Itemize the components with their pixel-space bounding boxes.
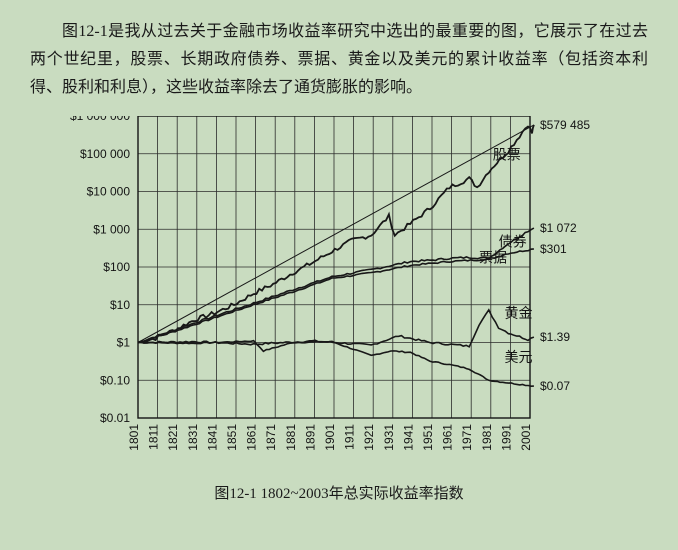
svg-text:$0.01: $0.01 <box>100 411 130 425</box>
svg-text:1871: 1871 <box>264 424 278 451</box>
svg-text:$100: $100 <box>103 260 130 274</box>
series-bills <box>138 249 534 343</box>
label-gold: 黄金 <box>505 305 533 322</box>
svg-text:1851: 1851 <box>225 424 239 451</box>
chart-svg: $0.01 $0.10 $1 $10 $100 $1 000 $10 000 $100 000… <box>30 116 648 476</box>
svg-text:1901: 1901 <box>323 424 337 451</box>
svg-text:$1: $1 <box>117 336 131 350</box>
svg-text:1911: 1911 <box>343 424 357 450</box>
svg-text:1961: 1961 <box>441 424 455 451</box>
svg-text:1941: 1941 <box>401 424 415 451</box>
svg-text:1811: 1811 <box>147 424 161 450</box>
intro-text: 图12-1是我从过去关于金融市场收益率研究中选出的最重要的图，它展示了在过去两个… <box>30 18 648 102</box>
svg-text:$10 000: $10 000 <box>87 185 131 199</box>
svg-text:1981: 1981 <box>480 424 494 451</box>
endval-stocks: $579 485 <box>540 118 590 132</box>
series-gold <box>138 310 534 347</box>
svg-text:1891: 1891 <box>303 424 317 451</box>
trend-stocks <box>138 125 534 343</box>
returns-chart: $0.01 $0.10 $1 $10 $100 $1 000 $10 000 $100 000… <box>30 116 648 476</box>
svg-text:$10: $10 <box>110 298 130 312</box>
label-bonds: 债券 <box>499 234 527 250</box>
svg-text:$1 000: $1 000 <box>93 222 130 236</box>
label-stocks: 股票 <box>493 149 521 164</box>
label-bills: 票据 <box>479 251 507 267</box>
svg-text:1861: 1861 <box>245 424 259 451</box>
svg-text:$100 000: $100 000 <box>80 147 130 161</box>
figure-caption: 图12-1 1802~2003年总实际收益率指数 <box>30 482 648 503</box>
series-dollar <box>138 341 534 387</box>
svg-text:1931: 1931 <box>382 424 396 451</box>
svg-text:1921: 1921 <box>362 424 376 451</box>
svg-text:$1 000 000: $1 000 000 <box>70 116 130 123</box>
label-dollar: 美元 <box>505 350 533 366</box>
svg-text:1951: 1951 <box>421 424 435 451</box>
endval-bonds: $1 072 <box>540 221 577 235</box>
series-bonds <box>138 228 534 342</box>
svg-text:1801: 1801 <box>127 424 141 451</box>
svg-text:1881: 1881 <box>284 424 298 451</box>
endval-dollar: $0.07 <box>540 379 570 393</box>
svg-text:$0.10: $0.10 <box>100 373 130 387</box>
endval-gold: $1.39 <box>540 330 570 344</box>
svg-text:2001: 2001 <box>519 424 533 451</box>
intro-paragraph: 图12-1是我从过去关于金融市场收益率研究中选出的最重要的图，它展示了在过去两个… <box>30 18 648 102</box>
svg-text:1841: 1841 <box>205 424 219 451</box>
endval-bills: $301 <box>540 242 567 256</box>
svg-text:1821: 1821 <box>166 424 180 451</box>
svg-text:1971: 1971 <box>460 424 474 451</box>
svg-text:1831: 1831 <box>186 424 200 451</box>
svg-text:1991: 1991 <box>499 424 513 451</box>
